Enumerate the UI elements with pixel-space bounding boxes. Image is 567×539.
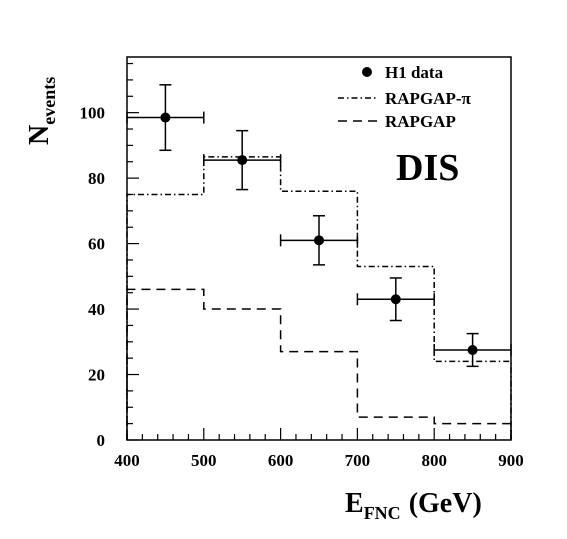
h1-data-point [314, 235, 324, 246]
legend-label-h1-data: H1 data [385, 63, 444, 82]
annotation-dis: DIS [396, 147, 459, 189]
y-tick-label: 80 [88, 169, 105, 188]
legend: H1 data RAPGAP-π RAPGAP [338, 63, 471, 131]
y-tick-label: 60 [88, 235, 105, 254]
h1-data-point [237, 155, 248, 166]
x-axis-title-sub: FNC [364, 503, 401, 523]
legend-label-rapgap: RAPGAP [385, 112, 456, 131]
y-tick-label: 40 [88, 300, 105, 319]
x-tick-label: 400 [114, 451, 140, 470]
x-tick-label: 800 [421, 451, 447, 470]
y-axis-ticks: 0 20 40 60 80 100 [80, 62, 139, 450]
y-axis-title-sub: events [39, 77, 59, 125]
y-tick-label: 0 [97, 431, 106, 450]
series-h1-data [126, 84, 512, 368]
x-axis-title: EFNC (GeV) [345, 488, 482, 523]
legend-label-rapgap-pi: RAPGAP-π [385, 89, 471, 108]
legend-marker-h1-data [362, 67, 372, 77]
h1-data-point [467, 344, 478, 355]
rapgap-pi-histogram-line [126, 156, 512, 440]
y-axis-title-main: N [24, 125, 55, 145]
series-rapgap [126, 288, 512, 440]
y-axis-title: Nevents [24, 77, 59, 145]
x-axis-title-main: E [345, 488, 364, 519]
x-tick-label: 500 [191, 451, 217, 470]
x-tick-label: 700 [345, 451, 371, 470]
y-tick-label: 100 [80, 104, 106, 123]
x-tick-label: 900 [498, 451, 524, 470]
series-rapgap-pi [126, 156, 512, 440]
x-axis-ticks: 400 500 600 700 800 900 [114, 428, 524, 470]
rapgap-histogram-line [126, 288, 512, 440]
x-axis-title-unit: (GeV) [409, 488, 482, 519]
y-tick-label: 20 [88, 366, 105, 385]
h1-data-point [160, 112, 171, 123]
h1-data-point [390, 294, 401, 305]
x-tick-label: 600 [268, 451, 294, 470]
